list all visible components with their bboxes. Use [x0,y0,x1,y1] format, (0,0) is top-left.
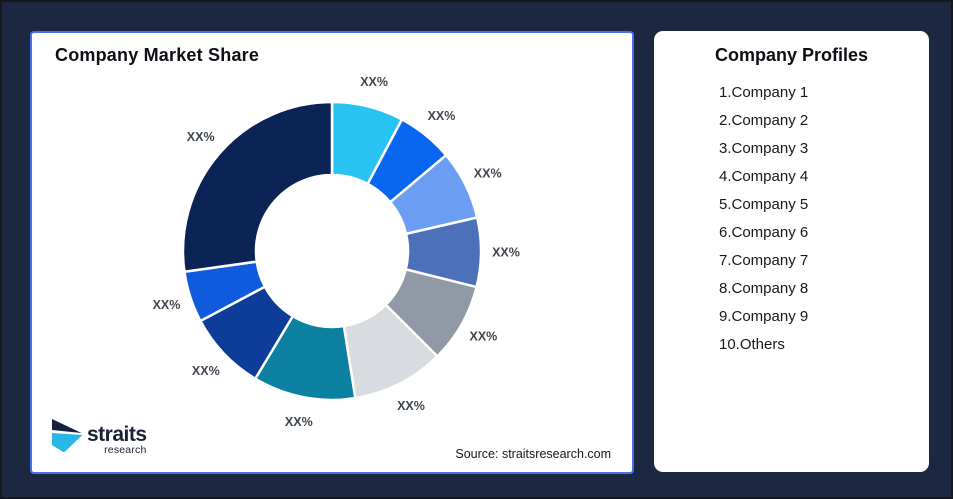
source-attribution: Source: straitsresearch.com [455,447,611,461]
logo-subtitle-text: research [104,444,147,456]
company-list-item: 7.Company 7 [719,252,809,269]
slice-value-label: XX% [360,75,388,89]
company-list-item: 10.Others [719,336,785,353]
slice-value-label: XX% [285,415,313,429]
slice-value-label: XX% [470,330,498,344]
company-list-item: 5.Company 5 [719,196,809,213]
company-profiles-card: Company Profiles 1.Company 1 2.Company 2 3… [654,31,929,472]
slice-value-label: XX% [474,166,502,180]
market-share-card: XX% XX% XX% XX% XX% XX% XX% XX% XX% XX% Company M… [30,31,634,474]
donut-slice-others [181,100,334,273]
slice-value-label: XX% [187,130,215,144]
logo-text: straits research [87,423,147,456]
chart-title: Company Market Share [55,45,260,65]
market-share-donut-chart: XX% XX% XX% XX% XX% XX% XX% XX% XX% XX% [153,75,520,429]
slice-value-label: XX% [492,246,520,260]
logo-name-text: straits [87,423,147,446]
slice-value-label: XX% [428,109,456,123]
slice-value-label: XX% [153,298,181,312]
company-list-item: 9.Company 9 [719,308,809,325]
straits-logo-icon [52,419,83,458]
company-list-item: 4.Company 4 [719,168,809,185]
slice-value-label: XX% [397,399,425,413]
company-list-item: 3.Company 3 [719,140,809,157]
straits-research-logo: straits research [52,419,147,458]
company-list-item: 8.Company 8 [719,280,809,297]
company-profiles-list: 1.Company 1 2.Company 2 3.Company 3 4.Compa… [719,79,929,359]
slice-value-label: XX% [192,364,220,378]
company-list-item: 2.Company 2 [719,112,809,129]
company-list-item: 6.Company 6 [719,224,809,241]
profiles-title: Company Profiles [714,45,869,65]
company-list-item: 1.Company 1 [719,84,809,101]
